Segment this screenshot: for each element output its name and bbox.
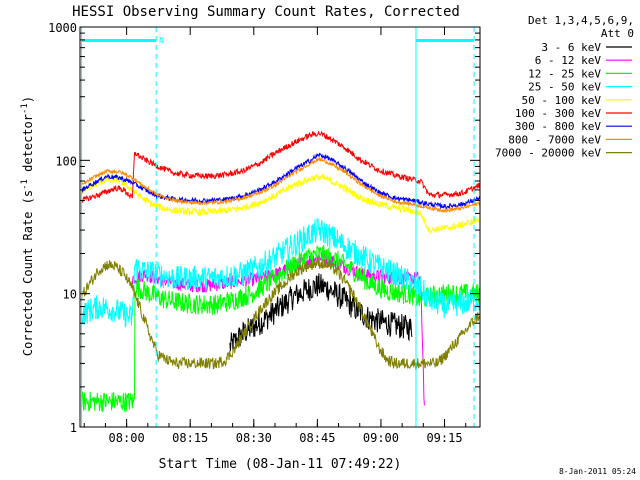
series-line-6: [81, 152, 481, 210]
y-axis-label-sup1: -1: [20, 179, 30, 190]
y-tick-label: 100: [55, 154, 77, 168]
x-tick-label: 09:00: [363, 431, 399, 445]
legend-label: 3 - 6 keV: [541, 41, 601, 54]
y-axis-label-main: Corrected Count Rate (s: [21, 190, 35, 356]
y-tick-label: 10: [63, 288, 77, 302]
legend-label: 25 - 50 keV: [528, 81, 601, 94]
chart-title: HESSI Observing Summary Count Rates, Cor…: [72, 4, 460, 20]
x-tick-label: 08:45: [299, 431, 335, 445]
series-line-8: [81, 256, 481, 370]
legend-label: 300 - 800 keV: [515, 120, 601, 133]
series-line-2: [81, 244, 481, 413]
y-axis-label: Corrected Count Rate (s-1 detector-1): [20, 96, 35, 356]
legend-header-line2: Att 0: [601, 27, 634, 40]
legend-label: 800 - 7000 keV: [508, 133, 601, 146]
series-line-7: [81, 156, 481, 214]
night-bar: [81, 39, 157, 42]
series-line-4: [81, 172, 481, 234]
legend-label: 6 - 12 keV: [535, 54, 602, 67]
observing-markers: N: [81, 27, 475, 427]
y-axis-label-mid: detector: [21, 114, 35, 179]
series-layer: [81, 130, 481, 413]
legend-label: 50 - 100 keV: [522, 94, 602, 107]
night-label: N: [159, 36, 164, 45]
series-line-5: [81, 130, 480, 203]
series-line-3: [81, 217, 481, 328]
series-line-0: [229, 273, 413, 353]
y-tick-label: 1000: [48, 21, 77, 35]
legend-label: 100 - 300 keV: [515, 107, 601, 120]
plot-frame: [79, 26, 481, 428]
x-tick-label: 09:15: [426, 431, 462, 445]
night-bar: [415, 39, 475, 42]
legend-header-line1: Det 1,3,4,5,6,9,: [528, 14, 634, 27]
date-stamp: 8-Jan-2011 05:24: [559, 467, 636, 476]
legend-label: 12 - 25 keV: [528, 67, 601, 80]
x-tick-label: 08:15: [172, 431, 208, 445]
x-axis-label: Start Time (08-Jan-11 07:49:22): [159, 457, 402, 472]
y-tick-label: 1: [70, 421, 77, 435]
y-axis-label-sup2: -1: [20, 103, 30, 114]
legend-label: 7000 - 20000 keV: [495, 147, 601, 160]
x-axis: 08:00 08:15 08:30 08:45 09:00 09:15: [83, 27, 467, 445]
y-axis: 1 10 100 1000: [48, 21, 480, 435]
y-axis-label-end: ): [21, 96, 35, 103]
x-tick-label: 08:00: [109, 431, 145, 445]
x-tick-label: 08:30: [236, 431, 272, 445]
